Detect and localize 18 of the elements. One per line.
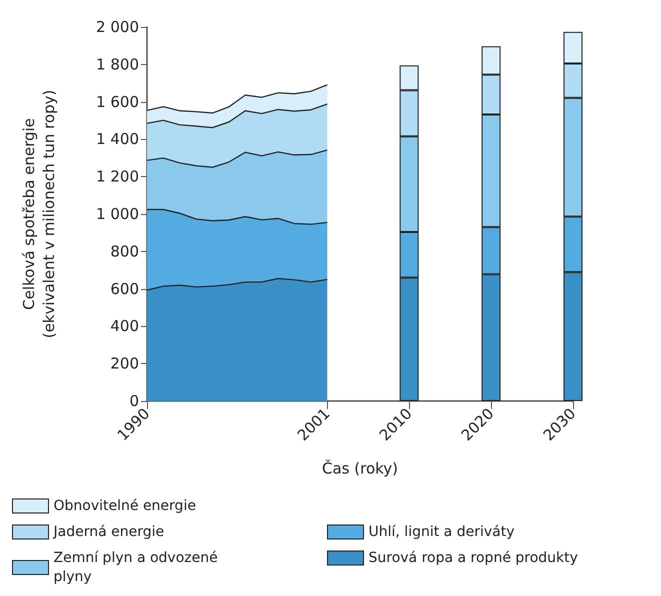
legend-label: Zemní plyn a odvozené plyny [54,550,222,585]
y-tick-label: 0 [129,392,139,410]
legend-label: Surová ropa a ropné produkty [368,550,578,566]
y-tick-label: 1 600 [96,92,139,111]
y-tick-label: 1 200 [96,168,139,186]
y-tick-label: 600 [110,280,139,298]
legend-label: Uhlí, lignit a deriváty [368,524,514,540]
y-axis-title: Celková spotřeba energie (ekvivalent v milionech tun ropy) [20,90,58,338]
x-axis-title: Čas (roky) [322,460,398,478]
y-tick-label: 200 [110,354,139,373]
y-tick-label: 800 [110,242,139,260]
legend-label: Jaderná energie [52,524,164,540]
y-tick-label: 1 800 [96,55,139,74]
legend-label: Obnovitelné energie [54,498,196,514]
y-tick-label: 400 [110,317,139,336]
y-tick-label: 2 000 [96,18,139,36]
y-tick-label: 1 400 [96,130,139,148]
y-tick-label: 1 000 [96,205,139,223]
